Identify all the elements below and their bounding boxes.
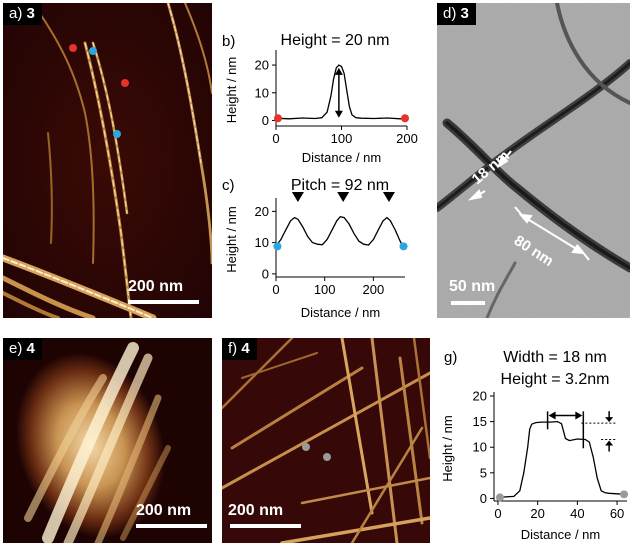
- red-marker-1: [69, 44, 77, 52]
- panel-g-width-height-profile: g) Width = 18 nm Height = 3.2nm 0 20 40 60 0…: [438, 338, 633, 546]
- y-tick-label-g-4: 20: [473, 389, 487, 404]
- profile-marker-g-0: [495, 493, 504, 502]
- height-arrow-down: [605, 417, 614, 423]
- peak-marker-2: [382, 192, 395, 202]
- chart-b-title: Height = 20 nm: [281, 32, 390, 49]
- afm-bundle-4: [3, 338, 212, 543]
- y-tick-label-c-0: 0: [262, 266, 269, 281]
- profile-line-c: [275, 215, 404, 247]
- height-arrow-head-bottom: [334, 110, 343, 118]
- scale-bar-label-d: 50 nm: [449, 278, 496, 295]
- y-tick-label-b-0: 0: [262, 113, 269, 128]
- red-marker-2: [121, 79, 129, 87]
- chart-g-title-1: Width = 18 nm: [503, 349, 607, 366]
- chart-g-title-2: Height = 3.2nm: [501, 371, 610, 388]
- panel-a-afm-image: a) 3 200 nm: [3, 3, 212, 318]
- profile-marker-b-1: [401, 114, 410, 123]
- x-axis-label-b: Distance / nm: [302, 150, 381, 165]
- chart-g: g) Width = 18 nm Height = 3.2nm 0 20 40 60 0…: [440, 349, 629, 542]
- x-tick-label-g-0: 0: [494, 506, 501, 521]
- x-tick-label-b-2: 200: [396, 131, 418, 146]
- profile-marker-c-1: [399, 242, 408, 251]
- panel-b-height-profile: b) Height = 20 nm 0 100 200 0 10 20 Distance /…: [220, 0, 425, 170]
- height-arrow-up: [605, 440, 614, 446]
- scale-bar-e: [136, 524, 207, 528]
- y-tick-label-c-1: 10: [255, 235, 269, 250]
- width-arrow-left: [548, 411, 556, 420]
- x-tick-label-b-1: 100: [331, 131, 353, 146]
- y-tick-label-g-0: 0: [480, 491, 487, 506]
- panel-g-label: g): [444, 349, 457, 366]
- y-tick-label-g-2: 10: [473, 440, 487, 455]
- y-axis-label-g: Height / nm: [440, 415, 455, 481]
- peak-marker-0: [291, 192, 304, 202]
- x-axis-label-g: Distance / nm: [521, 527, 600, 542]
- blue-marker-2: [113, 130, 121, 138]
- panel-c-pitch-profile: c) Pitch = 92 nm 0 100 200 0 10 20 Distance / …: [220, 160, 430, 325]
- y-tick-label-g-1: 5: [480, 465, 487, 480]
- x-tick-label-g-3: 60: [610, 506, 624, 521]
- gray-marker-1: [302, 443, 310, 451]
- scale-bar-label-e: 200 nm: [136, 502, 192, 519]
- panel-e-afm-image: e) 4 200 nm: [3, 338, 212, 543]
- y-tick-label-c-2: 20: [255, 204, 269, 219]
- panel-c-label: c): [222, 177, 235, 194]
- x-tick-label-c-1: 100: [314, 282, 336, 297]
- y-tick-label-b-2: 20: [255, 58, 269, 73]
- panel-f-afm-image: f) 4 200 nm: [222, 338, 430, 543]
- panel-d-tem-image: 18 nm 80 nm d) 3 50 nm: [437, 3, 630, 318]
- scale-bar-label-f: 200 nm: [228, 502, 284, 519]
- scale-bar-label-a: 200 nm: [128, 278, 184, 295]
- panel-a-label: a) 3: [3, 3, 42, 25]
- tem-fibers-3: 18 nm 80 nm: [437, 3, 630, 318]
- x-tick-label-g-2: 40: [570, 506, 584, 521]
- y-axis-label-b: Height / nm: [224, 57, 239, 123]
- y-tick-label-b-1: 10: [255, 85, 269, 100]
- panel-e-label: e) 4: [3, 338, 42, 360]
- scale-bar-d: [451, 301, 485, 305]
- scale-bar-f: [230, 524, 301, 528]
- x-axis-label-c: Distance / nm: [301, 305, 380, 320]
- profile-line-g: [497, 420, 626, 499]
- scale-bar-a: [128, 300, 199, 304]
- chart-c-title: Pitch = 92 nm: [291, 177, 389, 194]
- width-arrow-right: [575, 411, 583, 420]
- x-tick-label-c-2: 200: [363, 282, 385, 297]
- chart-c: c) Pitch = 92 nm 0 100 200 0 10 20 Distance / …: [222, 177, 408, 320]
- y-axis-label-c: Height / nm: [224, 206, 239, 272]
- blue-marker-1: [89, 47, 97, 55]
- panel-d-label: d) 3: [437, 3, 476, 25]
- chart-b: b) Height = 20 nm 0 100 200 0 10 20 Distance /…: [222, 32, 418, 165]
- x-tick-label-b-0: 0: [272, 131, 279, 146]
- gray-marker-2: [323, 453, 331, 461]
- profile-marker-g-1: [620, 490, 629, 499]
- height-arrow-head-top: [334, 67, 343, 75]
- profile-marker-c-0: [273, 242, 282, 251]
- panel-b-label: b): [222, 33, 235, 50]
- afm-fibers-3: [3, 3, 212, 318]
- y-tick-label-g-3: 15: [473, 414, 487, 429]
- panel-f-label: f) 4: [222, 338, 257, 360]
- x-tick-label-c-0: 0: [272, 282, 279, 297]
- profile-line-b: [275, 64, 408, 120]
- x-tick-label-g-1: 20: [530, 506, 544, 521]
- profile-marker-b-0: [273, 114, 282, 123]
- peak-marker-1: [337, 192, 350, 202]
- afm-rods-4: [222, 338, 430, 543]
